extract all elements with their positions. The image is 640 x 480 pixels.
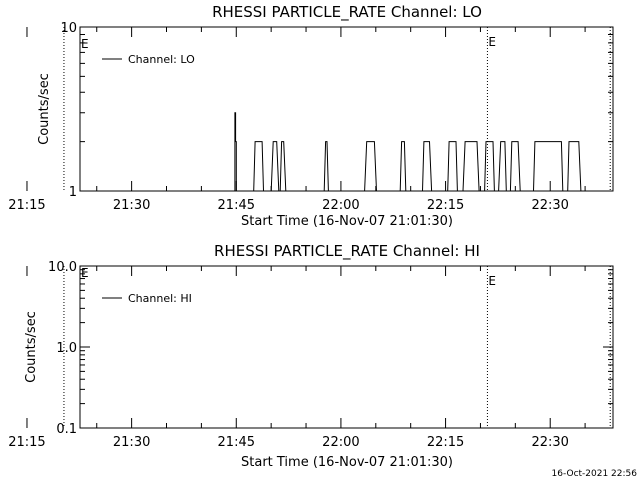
y-axis-label: Counts/sec bbox=[24, 311, 39, 383]
left-event-marker: E bbox=[81, 266, 89, 280]
y-tick-label: 0.1 bbox=[56, 422, 77, 437]
x-tick-label: 22:00 bbox=[322, 198, 359, 213]
x-tick-label: 21:45 bbox=[218, 435, 255, 450]
y-tick-label: 1.0 bbox=[56, 341, 77, 356]
legend-label: Channel: LO bbox=[128, 53, 195, 66]
series-group bbox=[234, 112, 582, 192]
y-ticks: 1 10 bbox=[60, 21, 613, 200]
series-line bbox=[234, 112, 582, 192]
footer-timestamp: 16-Oct-2021 22:56 bbox=[552, 469, 638, 479]
x-ticks: 21:15 21:30 21:45 22:00 22:15 22:30 bbox=[8, 266, 586, 450]
x-axis-label: Start Time (16-Nov-07 21:01:30) bbox=[241, 214, 453, 229]
chart-title: RHESSI PARTICLE_RATE Channel: LO bbox=[212, 3, 482, 22]
event-label: E bbox=[488, 35, 496, 49]
x-tick-label: 21:15 bbox=[8, 435, 45, 450]
panel-lo: RHESSI PARTICLE_RATE Channel: LO Counts/… bbox=[8, 3, 614, 229]
x-tick-label: 21:30 bbox=[113, 198, 150, 213]
y-tick-label: 10.0 bbox=[48, 260, 77, 275]
left-event-marker: E bbox=[81, 37, 89, 51]
x-tick-label: 22:15 bbox=[427, 198, 464, 213]
y-axis-label: Counts/sec bbox=[37, 73, 52, 145]
x-tick-label: 22:30 bbox=[531, 435, 568, 450]
x-axis-label: Start Time (16-Nov-07 21:01:30) bbox=[241, 455, 453, 470]
plot-frame bbox=[79, 26, 614, 192]
x-tick-label: 21:30 bbox=[113, 435, 150, 450]
y-ticks: 0.1 1.0 10.0 bbox=[48, 260, 613, 437]
x-tick-label: 22:15 bbox=[427, 435, 464, 450]
x-ticks: 21:15 21:30 21:45 22:00 22:15 22:30 bbox=[8, 27, 586, 213]
x-tick-label: 21:15 bbox=[8, 198, 45, 213]
event-lines: E bbox=[63, 266, 611, 428]
event-lines: E bbox=[63, 27, 611, 191]
plot-frame bbox=[79, 265, 614, 429]
y-tick-label: 1 bbox=[69, 185, 77, 200]
x-tick-label: 22:30 bbox=[531, 198, 568, 213]
legend-label: Channel: HI bbox=[128, 292, 192, 305]
y-tick-label: 10 bbox=[60, 21, 77, 36]
event-label: E bbox=[488, 274, 496, 288]
panel-hi: RHESSI PARTICLE_RATE Channel: HI Counts/… bbox=[8, 242, 614, 470]
x-tick-label: 21:45 bbox=[218, 198, 255, 213]
x-tick-label: 22:00 bbox=[322, 435, 359, 450]
chart-title: RHESSI PARTICLE_RATE Channel: HI bbox=[214, 242, 480, 261]
